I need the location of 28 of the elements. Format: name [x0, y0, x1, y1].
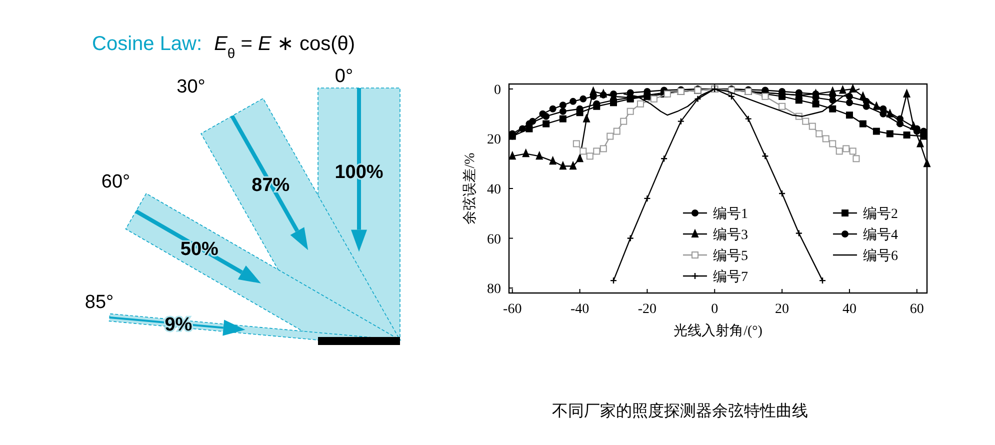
y-tick-label: 80: [487, 282, 501, 298]
legend-label: 编号3: [713, 227, 748, 243]
x-tick-label: 0: [711, 302, 718, 317]
y-tick-label: 20: [487, 132, 501, 148]
legend-label: 编号6: [863, 248, 898, 264]
x-tick-label: -40: [570, 302, 590, 317]
category-label: 0°: [334, 66, 354, 87]
text: Cosine Law:: [92, 33, 202, 55]
text: E$_{θ}$ = E ∗ cos(θ): [214, 33, 356, 61]
x-tick-label: 20: [775, 302, 790, 317]
y-axis-title: 余弦误差/%: [462, 152, 478, 224]
x-axis-title: 光线入射角/(°): [674, 323, 763, 339]
y-tick-label: 60: [487, 232, 501, 248]
x-tick-label: -20: [638, 302, 657, 317]
legend-label: 编号5: [713, 248, 748, 264]
x-tick-label: -60: [503, 302, 522, 317]
legend-label: 编号2: [863, 206, 898, 222]
legend-label: 编号1: [713, 206, 748, 222]
category-label: 60°: [101, 171, 130, 192]
y-tick-label: 40: [487, 182, 501, 198]
category-label: 85°: [84, 292, 114, 313]
text: 不同厂家的照度探测器余弦特性曲线: [552, 402, 808, 420]
category-label: 30°: [176, 76, 206, 98]
legend-label: 编号7: [713, 269, 748, 285]
legend-label: 编号4: [863, 227, 898, 243]
x-tick-label: 60: [910, 302, 924, 317]
y-tick-label: 0: [494, 82, 501, 98]
x-tick-label: 40: [842, 302, 856, 317]
